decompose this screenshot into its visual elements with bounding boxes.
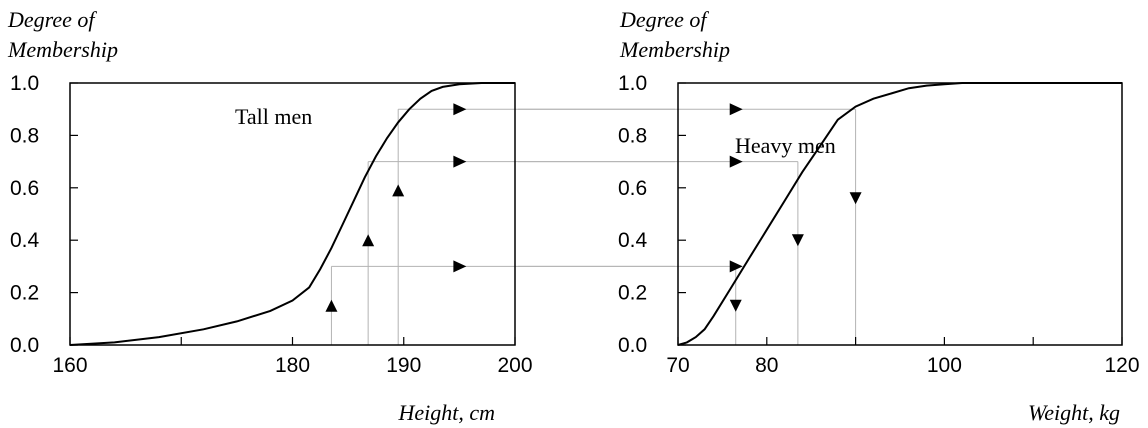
right-y-tick-label: 0.6 — [618, 177, 647, 200]
right-xlabel: Weight, kg — [1028, 400, 1120, 425]
right-x-tick-label: 100 — [927, 354, 962, 377]
left-y-tick-label: 1.0 — [10, 72, 39, 95]
left-arrow-marker-2 — [453, 103, 467, 116]
right-triangle-marker-0 — [729, 299, 742, 312]
right-x-tick-label: 80 — [755, 354, 778, 377]
left-x-tick-label: 180 — [275, 354, 310, 377]
left-triangle-marker-0 — [325, 299, 338, 312]
right-membership-curve — [677, 82, 1122, 346]
right-x-tick-label: 70 — [666, 354, 689, 377]
right-triangle-marker-2 — [849, 192, 862, 205]
left-x-tick-label: 190 — [386, 354, 421, 377]
left-y-tick-label: 0.8 — [10, 124, 39, 147]
right-y-tick-label: 0.2 — [618, 282, 647, 305]
heavy-men-chart: Degree of Membership Weight, kg Heavy me… — [518, 7, 1140, 425]
right-y-tick-label: 1.0 — [618, 72, 647, 95]
right-ylabel-line2: Membership — [619, 37, 730, 62]
left-x-tick-label: 200 — [497, 354, 532, 377]
left-arrow-marker-1 — [453, 155, 467, 168]
left-ylabel-line2: Membership — [7, 37, 118, 62]
right-triangle-marker-1 — [791, 234, 804, 247]
right-y-tick-label: 0.0 — [618, 334, 647, 357]
right-y-tick-label: 0.4 — [618, 229, 648, 252]
right-y-tick-label: 0.8 — [618, 124, 647, 147]
right-plot-frame — [677, 82, 1123, 346]
left-y-tick-label: 0.0 — [10, 334, 39, 357]
left-arrow-marker-0 — [453, 260, 467, 273]
left-membership-curve — [69, 82, 515, 346]
heavy-men-label: Heavy men — [735, 133, 836, 158]
right-arrow-marker-0 — [729, 260, 743, 273]
left-triangle-marker-1 — [362, 234, 375, 247]
tall-men-chart: Degree of Membership Height, cm Tall men… — [7, 7, 675, 425]
left-xlabel: Height, cm — [397, 400, 495, 425]
left-y-tick-label: 0.4 — [10, 229, 40, 252]
left-y-tick-label: 0.6 — [10, 177, 39, 200]
right-ylabel-line1: Degree of — [619, 7, 709, 32]
left-triangle-marker-2 — [392, 184, 405, 197]
left-ylabel-line1: Degree of — [7, 7, 97, 32]
left-x-tick-label: 160 — [52, 354, 87, 377]
left-y-tick-label: 0.2 — [10, 282, 39, 305]
right-x-tick-label: 120 — [1104, 354, 1139, 377]
tall-men-label: Tall men — [235, 104, 312, 129]
right-arrow-marker-1 — [729, 155, 743, 168]
right-arrow-marker-2 — [729, 103, 743, 116]
